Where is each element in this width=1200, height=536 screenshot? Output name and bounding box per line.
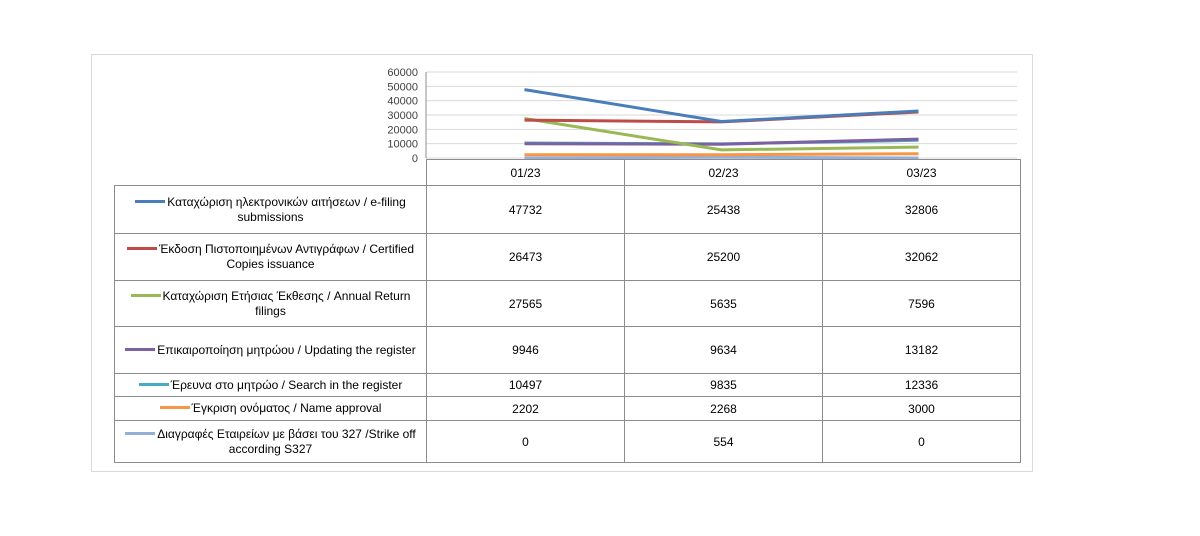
category-label: 03/23: [822, 159, 1021, 186]
y-tick-label: 50000: [387, 81, 418, 93]
legend-entry: Έκδοση Πιστοποιημένων Αντιγράφων / Certi…: [114, 233, 427, 281]
series-name: Έρευνα στο μητρώο / Search in the regist…: [170, 377, 403, 392]
y-tick-label: 30000: [387, 110, 418, 122]
legend-entry: Διαγραφές Εταιρείων με βάσει του 327 /St…: [114, 420, 427, 463]
table-row: Έρευνα στο μητρώο / Search in the regist…: [114, 373, 1021, 397]
data-value: 9946: [426, 326, 625, 374]
data-value: 25200: [624, 233, 823, 281]
category-label: 02/23: [624, 159, 823, 186]
series-name: Καταχώριση Ετήσιας Έκθεσης / Annual Retu…: [162, 288, 411, 318]
data-value: 2202: [426, 396, 625, 421]
data-value: 32806: [822, 185, 1021, 234]
legend-entry: Καταχώριση ηλεκτρονικών αιτήσεων / e-fil…: [114, 185, 427, 234]
series-line-5: [524, 152, 919, 157]
y-tick-label: 20000: [387, 124, 418, 136]
data-value: 10497: [426, 373, 625, 397]
line-chart-plot: 0 10000 20000 30000 40000 50000 60000: [387, 67, 1017, 165]
y-tick-label: 40000: [387, 96, 418, 108]
table-header-row: 01/23 02/23 03/23: [114, 159, 1021, 186]
y-tick-label: 0: [412, 153, 418, 165]
data-value: 26473: [426, 233, 625, 281]
data-value: 0: [822, 420, 1021, 463]
data-value: 12336: [822, 373, 1021, 397]
data-value: 13182: [822, 326, 1021, 374]
data-value: 5635: [624, 280, 823, 327]
data-value: 0: [426, 420, 625, 463]
series-line-0: [524, 88, 919, 123]
legend-swatch-icon: [159, 406, 190, 410]
y-tick-label: 60000: [387, 67, 418, 79]
data-value: 9634: [624, 326, 823, 374]
legend-entry: Έρευνα στο μητρώο / Search in the regist…: [114, 373, 427, 397]
data-value: 7596: [822, 280, 1021, 327]
table-row: Καταχώριση ηλεκτρονικών αιτήσεων / e-fil…: [114, 185, 1021, 234]
data-value: 3000: [822, 396, 1021, 421]
series-line-2: [524, 117, 919, 152]
chart-frame: 0 10000 20000 30000 40000 50000 60000 01/23 02/…: [91, 54, 1033, 472]
legend-entry: Έγκριση ονόματος / Name approval: [114, 396, 427, 421]
series-line-6: [524, 155, 919, 160]
legend-swatch-icon: [125, 347, 156, 351]
legend-swatch-icon: [135, 199, 166, 203]
legend-entry: Επικαιροποίηση μητρώου / Updating the re…: [114, 326, 427, 374]
data-value: 47732: [426, 185, 625, 234]
table-corner: [114, 159, 427, 186]
data-value: 9835: [624, 373, 823, 397]
series-name: Έκδοση Πιστοποιημένων Αντιγράφων / Certi…: [158, 242, 415, 271]
series-line-3: [524, 137, 919, 146]
legend-swatch-icon: [125, 431, 156, 435]
y-tick-label: 10000: [387, 139, 418, 151]
data-value: 27565: [426, 280, 625, 327]
series-name: Επικαιροποίηση μητρώου / Updating the re…: [157, 342, 416, 357]
chart-data-table: 01/23 02/23 03/23 Καταχώριση ηλεκτρονικών α…: [114, 159, 1021, 463]
data-value: 2268: [624, 396, 823, 421]
series-name: Έγκριση ονόματος / Name approval: [191, 401, 382, 415]
data-value: 32062: [822, 233, 1021, 281]
table-row: Επικαιροποίηση μητρώου / Updating the re…: [114, 326, 1021, 374]
series-name: Καταχώριση ηλεκτρονικών αιτήσεων / e-fil…: [167, 194, 406, 224]
data-value: 554: [624, 420, 823, 463]
legend-swatch-icon: [130, 293, 161, 297]
legend-swatch-icon: [126, 247, 157, 251]
series-name: Διαγραφές Εταιρείων με βάσει του 327 /St…: [157, 426, 416, 456]
table-row: Έκδοση Πιστοποιημένων Αντιγράφων / Certi…: [114, 233, 1021, 281]
legend-swatch-icon: [138, 382, 169, 386]
table-row: Διαγραφές Εταιρείων με βάσει του 327 /St…: [114, 420, 1021, 463]
table-row: Έγκριση ονόματος / Name approval 2202 2268…: [114, 396, 1021, 421]
legend-entry: Καταχώριση Ετήσιας Έκθεσης / Annual Retu…: [114, 280, 427, 327]
category-label: 01/23: [426, 159, 625, 186]
table-row: Καταχώριση Ετήσιας Έκθεσης / Annual Retu…: [114, 280, 1021, 327]
data-value: 25438: [624, 185, 823, 234]
